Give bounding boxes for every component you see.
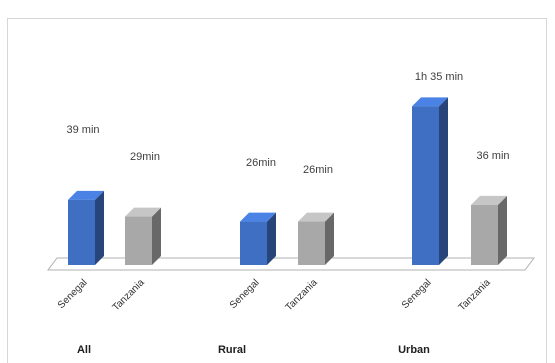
bar-top-rural-tanzania xyxy=(298,212,334,222)
bar-rural-tanzania xyxy=(298,221,325,265)
bar-all-senegal xyxy=(68,199,95,265)
tick-label-urban-tanzania: Tanzania xyxy=(457,277,493,313)
tick-label-rural-senegal: Senegal xyxy=(228,277,262,311)
bar-chart: 39 min Senegal 29min Tanzania All 26min Senega… xyxy=(47,71,535,354)
tick-label-all-senegal: Senegal xyxy=(56,277,90,311)
group-label-rural: Rural xyxy=(218,344,246,354)
bar-urban-senegal xyxy=(412,106,439,265)
bar-rural-senegal xyxy=(240,221,267,265)
tick-label-rural-tanzania: Tanzania xyxy=(284,277,320,313)
tick-label-all-tanzania: Tanzania xyxy=(111,277,147,313)
tick-label-urban-senegal: Senegal xyxy=(400,277,434,311)
value-label-rural-tanzania: 26min xyxy=(303,164,333,176)
bar-side-urban-senegal xyxy=(439,97,448,265)
value-label-all-senegal: 39 min xyxy=(66,124,99,136)
bar-top-all-tanzania xyxy=(125,207,161,217)
bar-side-urban-tanzania xyxy=(498,195,507,265)
group-label-all: All xyxy=(77,344,91,354)
bar-top-urban-tanzania xyxy=(471,195,507,205)
value-label-urban-tanzania: 36 min xyxy=(476,150,509,162)
bar-top-rural-senegal xyxy=(240,212,276,222)
bar-side-all-senegal xyxy=(95,190,104,265)
bar-urban-tanzania xyxy=(471,204,498,265)
bar-top-urban-senegal xyxy=(412,97,448,107)
chart-frame xyxy=(7,18,547,363)
chart-floor xyxy=(47,257,535,271)
value-label-urban-senegal: 1h 35 min xyxy=(415,71,463,83)
value-label-all-tanzania: 29min xyxy=(130,151,160,163)
bar-top-all-senegal xyxy=(68,190,104,200)
bar-all-tanzania xyxy=(125,216,152,265)
bar-side-rural-tanzania xyxy=(325,212,334,265)
group-label-urban: Urban xyxy=(398,344,430,354)
bar-side-rural-senegal xyxy=(267,212,276,265)
bar-side-all-tanzania xyxy=(152,207,161,265)
value-label-rural-senegal: 26min xyxy=(246,157,276,169)
